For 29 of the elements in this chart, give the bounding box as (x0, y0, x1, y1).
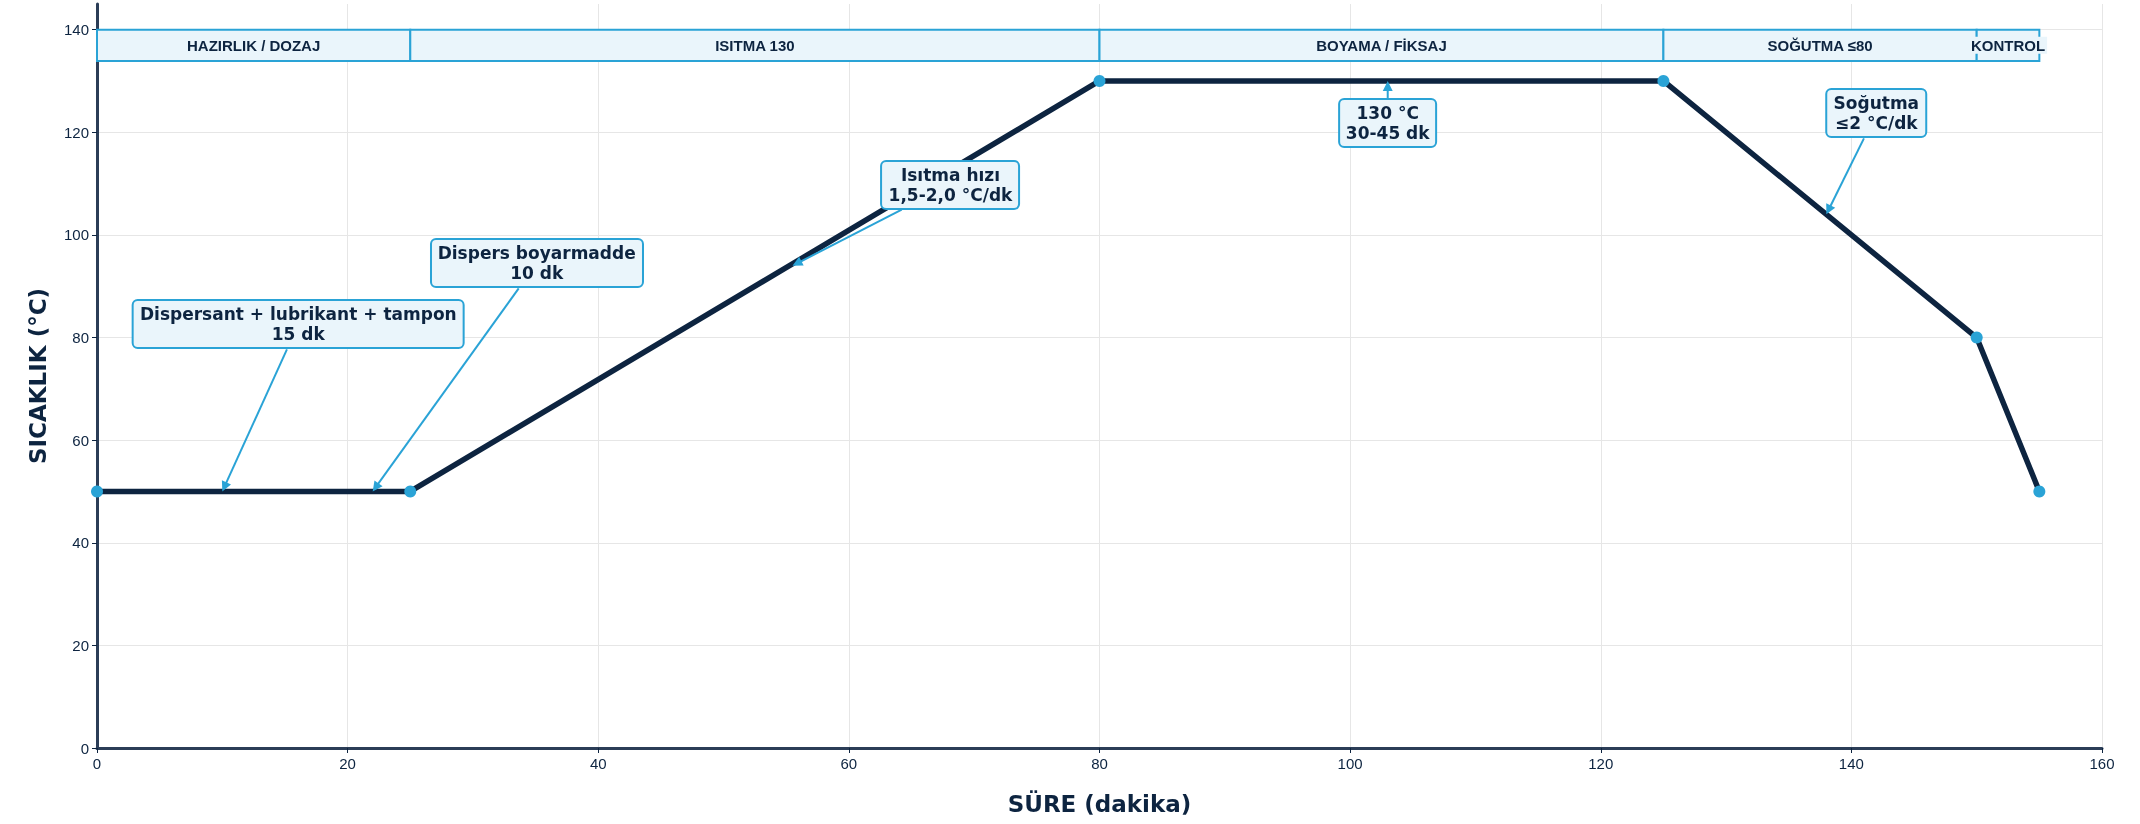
x-tick-label: 160 (2089, 755, 2115, 772)
x-tick-label: 120 (1588, 755, 1614, 772)
x-tick-label: 60 (840, 755, 858, 772)
x-axis-title: SÜRE (dakika) (1007, 789, 1192, 817)
y-tick-label: 140 (63, 21, 89, 39)
x-tick-label: 100 (1337, 755, 1363, 772)
y-tick-label: 60 (72, 431, 89, 449)
x-tick-label: 0 (92, 755, 102, 772)
band-label: ISITMA 130 (715, 36, 795, 54)
x-tick-label: 40 (589, 755, 607, 772)
x-tick-label: 20 (339, 755, 356, 772)
band-label: BOYAMA / FİKSAJ (1316, 36, 1447, 54)
x-tick-label: 80 (1091, 755, 1108, 772)
band-label: SOĞUTMA ≤80 (1767, 36, 1873, 54)
y-axis-title: SICAKLIK (°C) (24, 287, 51, 465)
annotation: Isıtma hızı 1,5-2,0 °C/dk (880, 159, 1021, 210)
y-tick-label: 40 (72, 534, 89, 552)
y-tick-label: 100 (63, 226, 89, 244)
x-tick-label: 140 (1838, 755, 1864, 772)
annotation: Dispers boyarmadde 10 dk (429, 238, 644, 289)
y-tick-label: 120 (63, 123, 89, 141)
band-label: HAZIRLIK / DOZAJ (186, 36, 321, 54)
y-tick-label: 80 (72, 329, 89, 347)
y-tick-label: 0 (80, 739, 89, 757)
y-tick-label: 20 (72, 636, 89, 654)
annotation: Dispersant + lubrikant + tampon 15 dk (131, 299, 465, 350)
band-label: KONTROL (1970, 36, 2046, 54)
annotation: Soğutma ≤2 °C/dk (1825, 88, 1928, 139)
annotation: 130 °C 30-45 dk (1337, 97, 1438, 148)
